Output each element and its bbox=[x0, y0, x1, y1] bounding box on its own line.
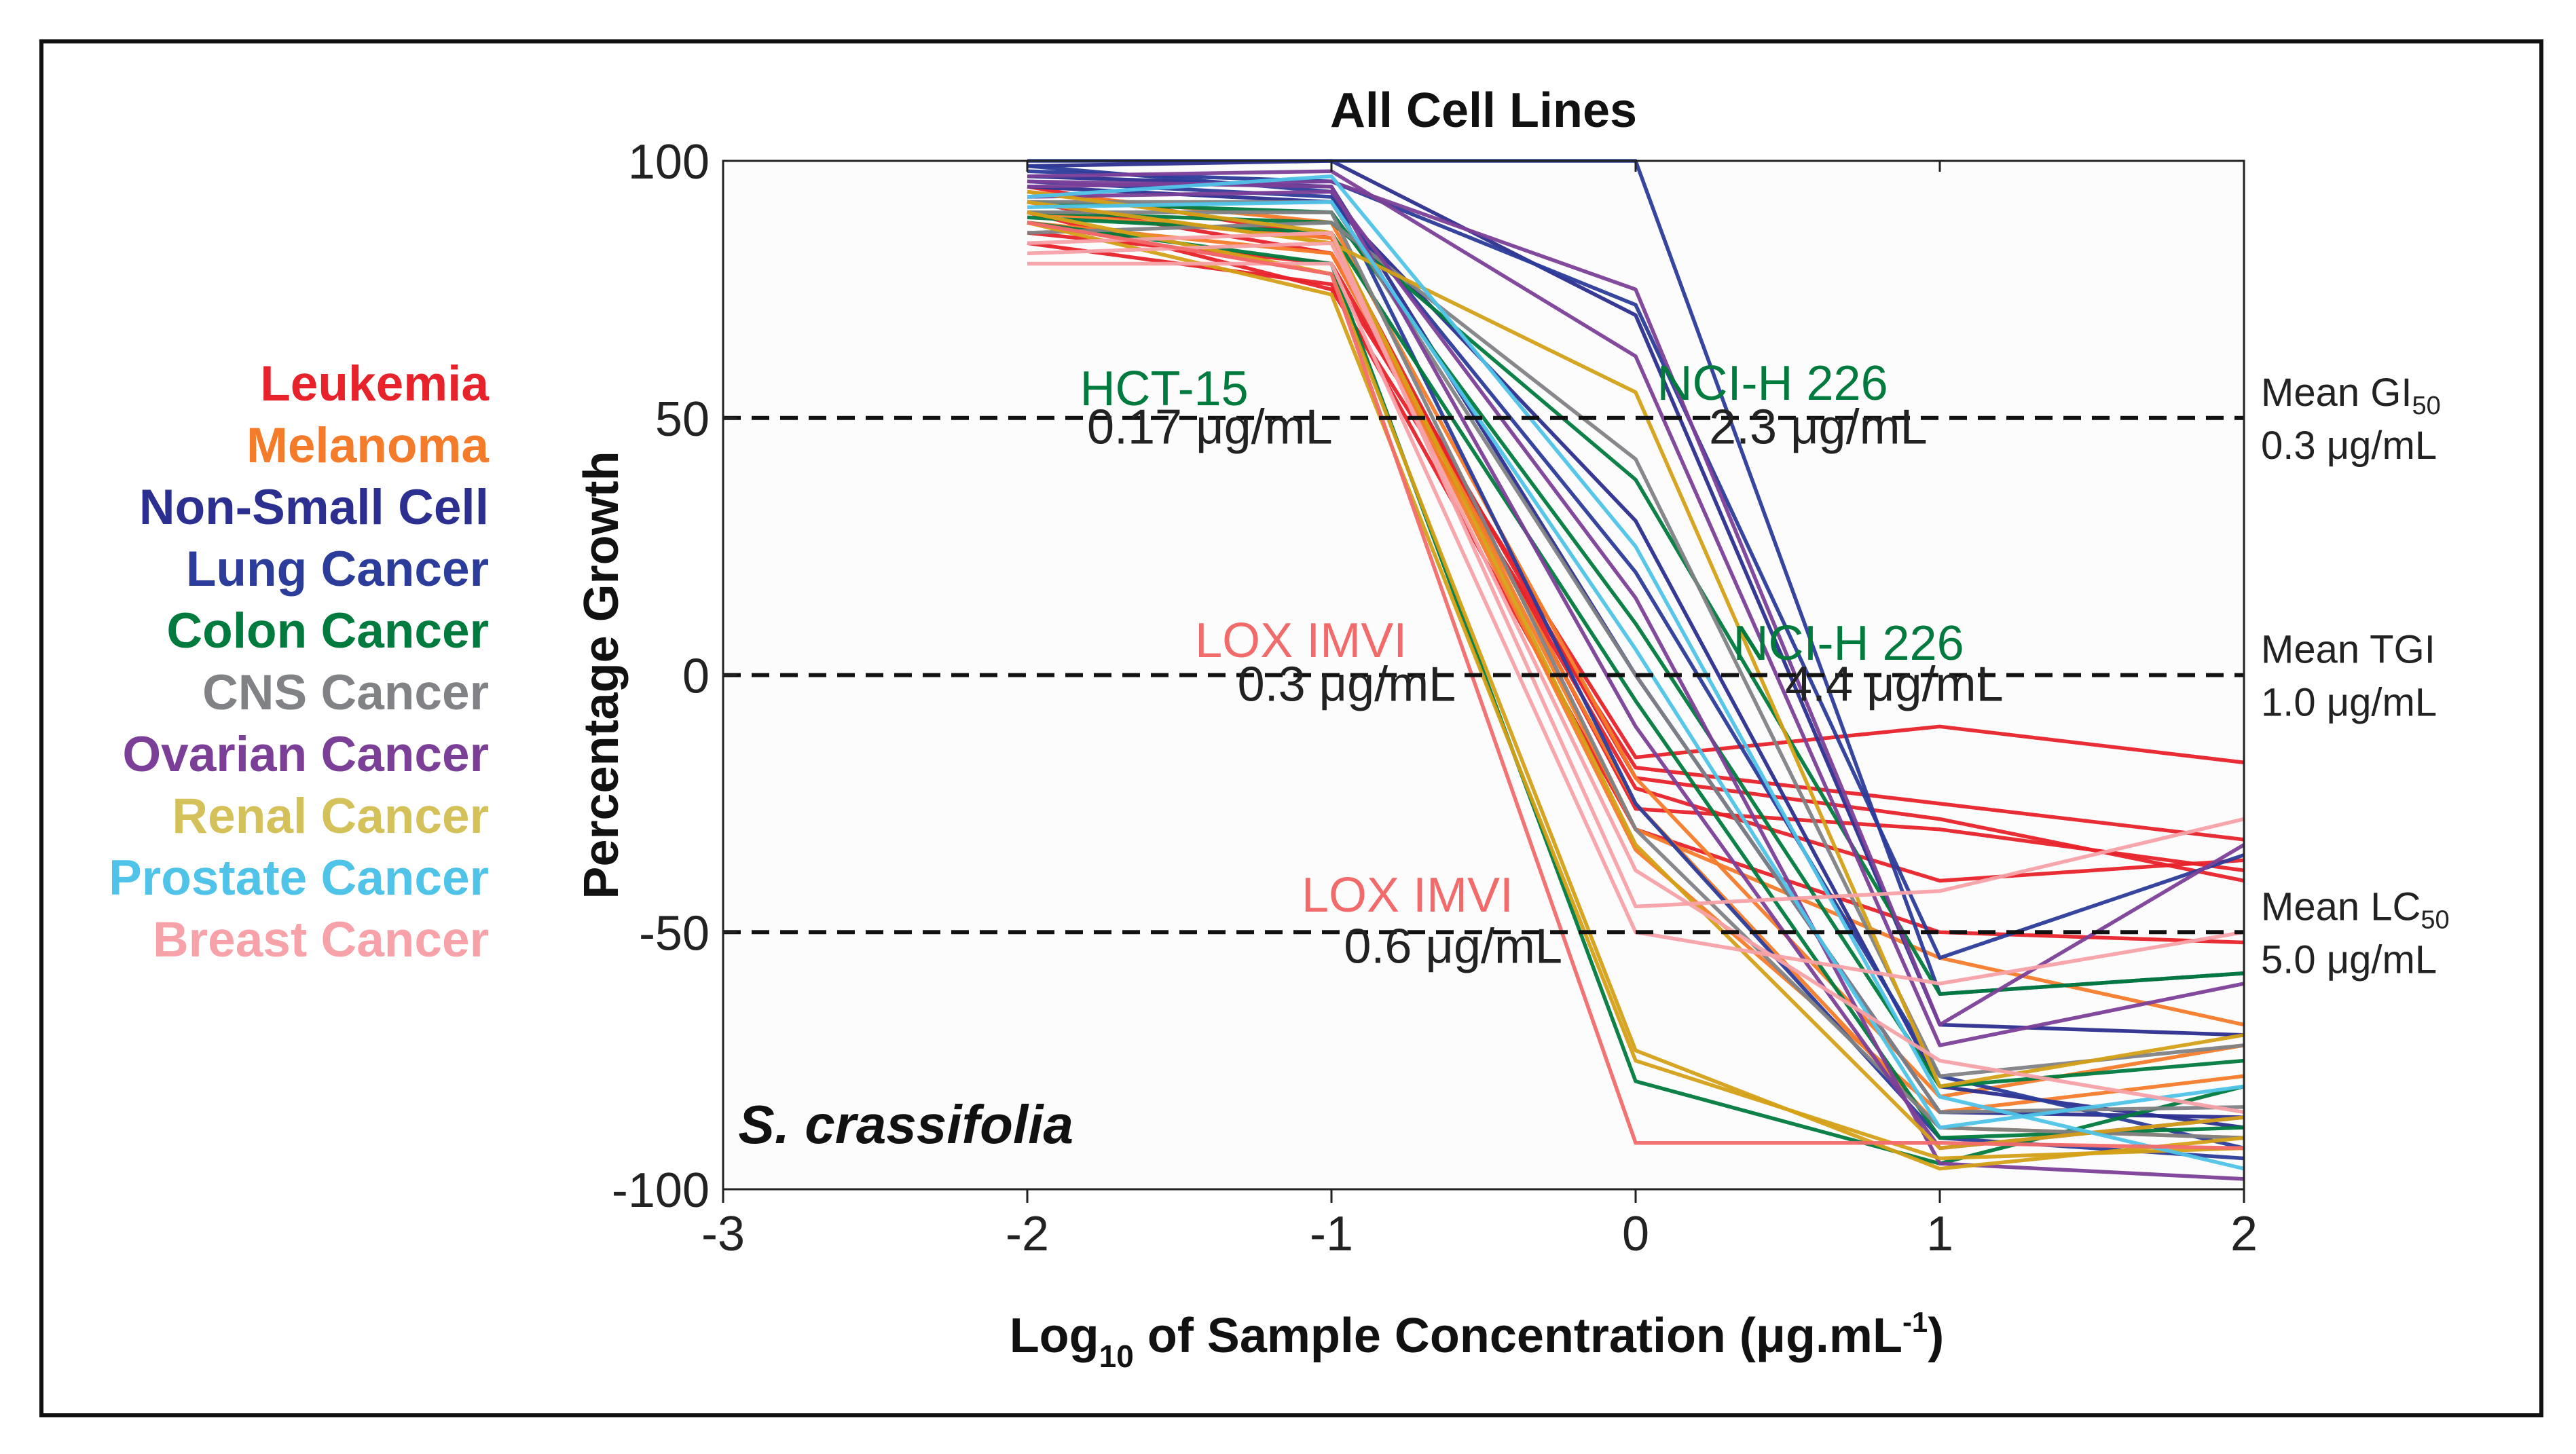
annotation-label: 4.4 μg/mL bbox=[1785, 657, 2004, 711]
annotation-label: 2.3 μg/mL bbox=[1709, 400, 1928, 455]
reference-label: Mean TGI bbox=[2261, 628, 2435, 672]
annotation-label: 0.3 μg/mL bbox=[1238, 657, 1456, 711]
series-line bbox=[1027, 210, 2245, 1171]
y-tick-label: -100 bbox=[612, 1163, 710, 1218]
reference-label: Mean GI50 bbox=[2261, 371, 2441, 420]
reference-value: 0.3 μg/mL bbox=[2261, 424, 2437, 468]
series-line bbox=[1027, 169, 2245, 1047]
y-axis-label: Percentage Growth bbox=[574, 451, 629, 899]
x-tick-label: -3 bbox=[701, 1207, 745, 1261]
series-line bbox=[1027, 221, 2245, 1151]
series-line bbox=[1027, 231, 2245, 909]
x-tick-label: 2 bbox=[2230, 1207, 2258, 1261]
series-line bbox=[1027, 189, 2245, 1151]
y-tick-label: 50 bbox=[655, 392, 710, 447]
series-line bbox=[1027, 169, 2245, 960]
series-line bbox=[1027, 200, 2245, 1089]
legend-entry: Prostate Cancer bbox=[109, 851, 489, 906]
annotation-label: LOX IMVI bbox=[1302, 868, 1513, 922]
annotation-label: HCT-15 bbox=[1080, 362, 1249, 416]
annotation-label: LOX IMVI bbox=[1195, 614, 1407, 668]
figure-frame bbox=[39, 39, 2543, 1417]
annotation-label: NCI-H 226 bbox=[1657, 356, 1888, 411]
y-tick-label: 100 bbox=[628, 135, 710, 189]
legend-entry: Colon Cancer bbox=[166, 603, 489, 658]
x-axis-label: Log10 of Sample Concentration (μg.mL-1) bbox=[1010, 1306, 1945, 1374]
reference-value: 1.0 μg/mL bbox=[2261, 681, 2437, 725]
legend-entry: Melanoma bbox=[246, 418, 489, 473]
series-line bbox=[1027, 221, 2245, 1079]
legend-entry: Ovarian Cancer bbox=[122, 727, 489, 782]
x-tick-label: -2 bbox=[1006, 1207, 1049, 1261]
annotation-label: 0.6 μg/mL bbox=[1344, 920, 1562, 974]
y-tick-label: 0 bbox=[682, 650, 710, 704]
legend-entry: CNS Cancer bbox=[202, 665, 489, 720]
legend-entry: Lung Cancer bbox=[185, 542, 489, 597]
series-line bbox=[1027, 210, 2245, 1140]
legend-entry: Breast Cancer bbox=[152, 912, 489, 967]
series-line bbox=[1027, 241, 2245, 1115]
series-line bbox=[1027, 200, 2245, 1130]
x-tick-label: 0 bbox=[1622, 1207, 1649, 1261]
x-tick-label: 1 bbox=[1926, 1207, 1953, 1261]
series-line bbox=[1027, 221, 2245, 1161]
reference-value: 5.0 μg/mL bbox=[2261, 937, 2437, 982]
legend-entry: Renal Cancer bbox=[172, 789, 489, 844]
x-tick-label: -1 bbox=[1310, 1207, 1353, 1261]
legend-entry: Non-Small Cell bbox=[139, 480, 489, 535]
legend-entry: Leukemia bbox=[260, 356, 489, 411]
legend: Leukemia Melanoma Non-Small Cell Lung Cance… bbox=[41, 353, 489, 971]
chart-title: All Cell Lines bbox=[1330, 83, 1637, 138]
annotation-label: 0.17 μg/mL bbox=[1087, 400, 1333, 455]
annotation-label: NCI-H 226 bbox=[1733, 616, 1964, 671]
series-line bbox=[1027, 189, 2245, 1181]
species-label: S. crassifolia bbox=[738, 1094, 1073, 1155]
series-line bbox=[1027, 174, 2245, 1171]
y-tick-label: -50 bbox=[639, 906, 710, 961]
reference-label: Mean LC50 bbox=[2261, 884, 2450, 934]
